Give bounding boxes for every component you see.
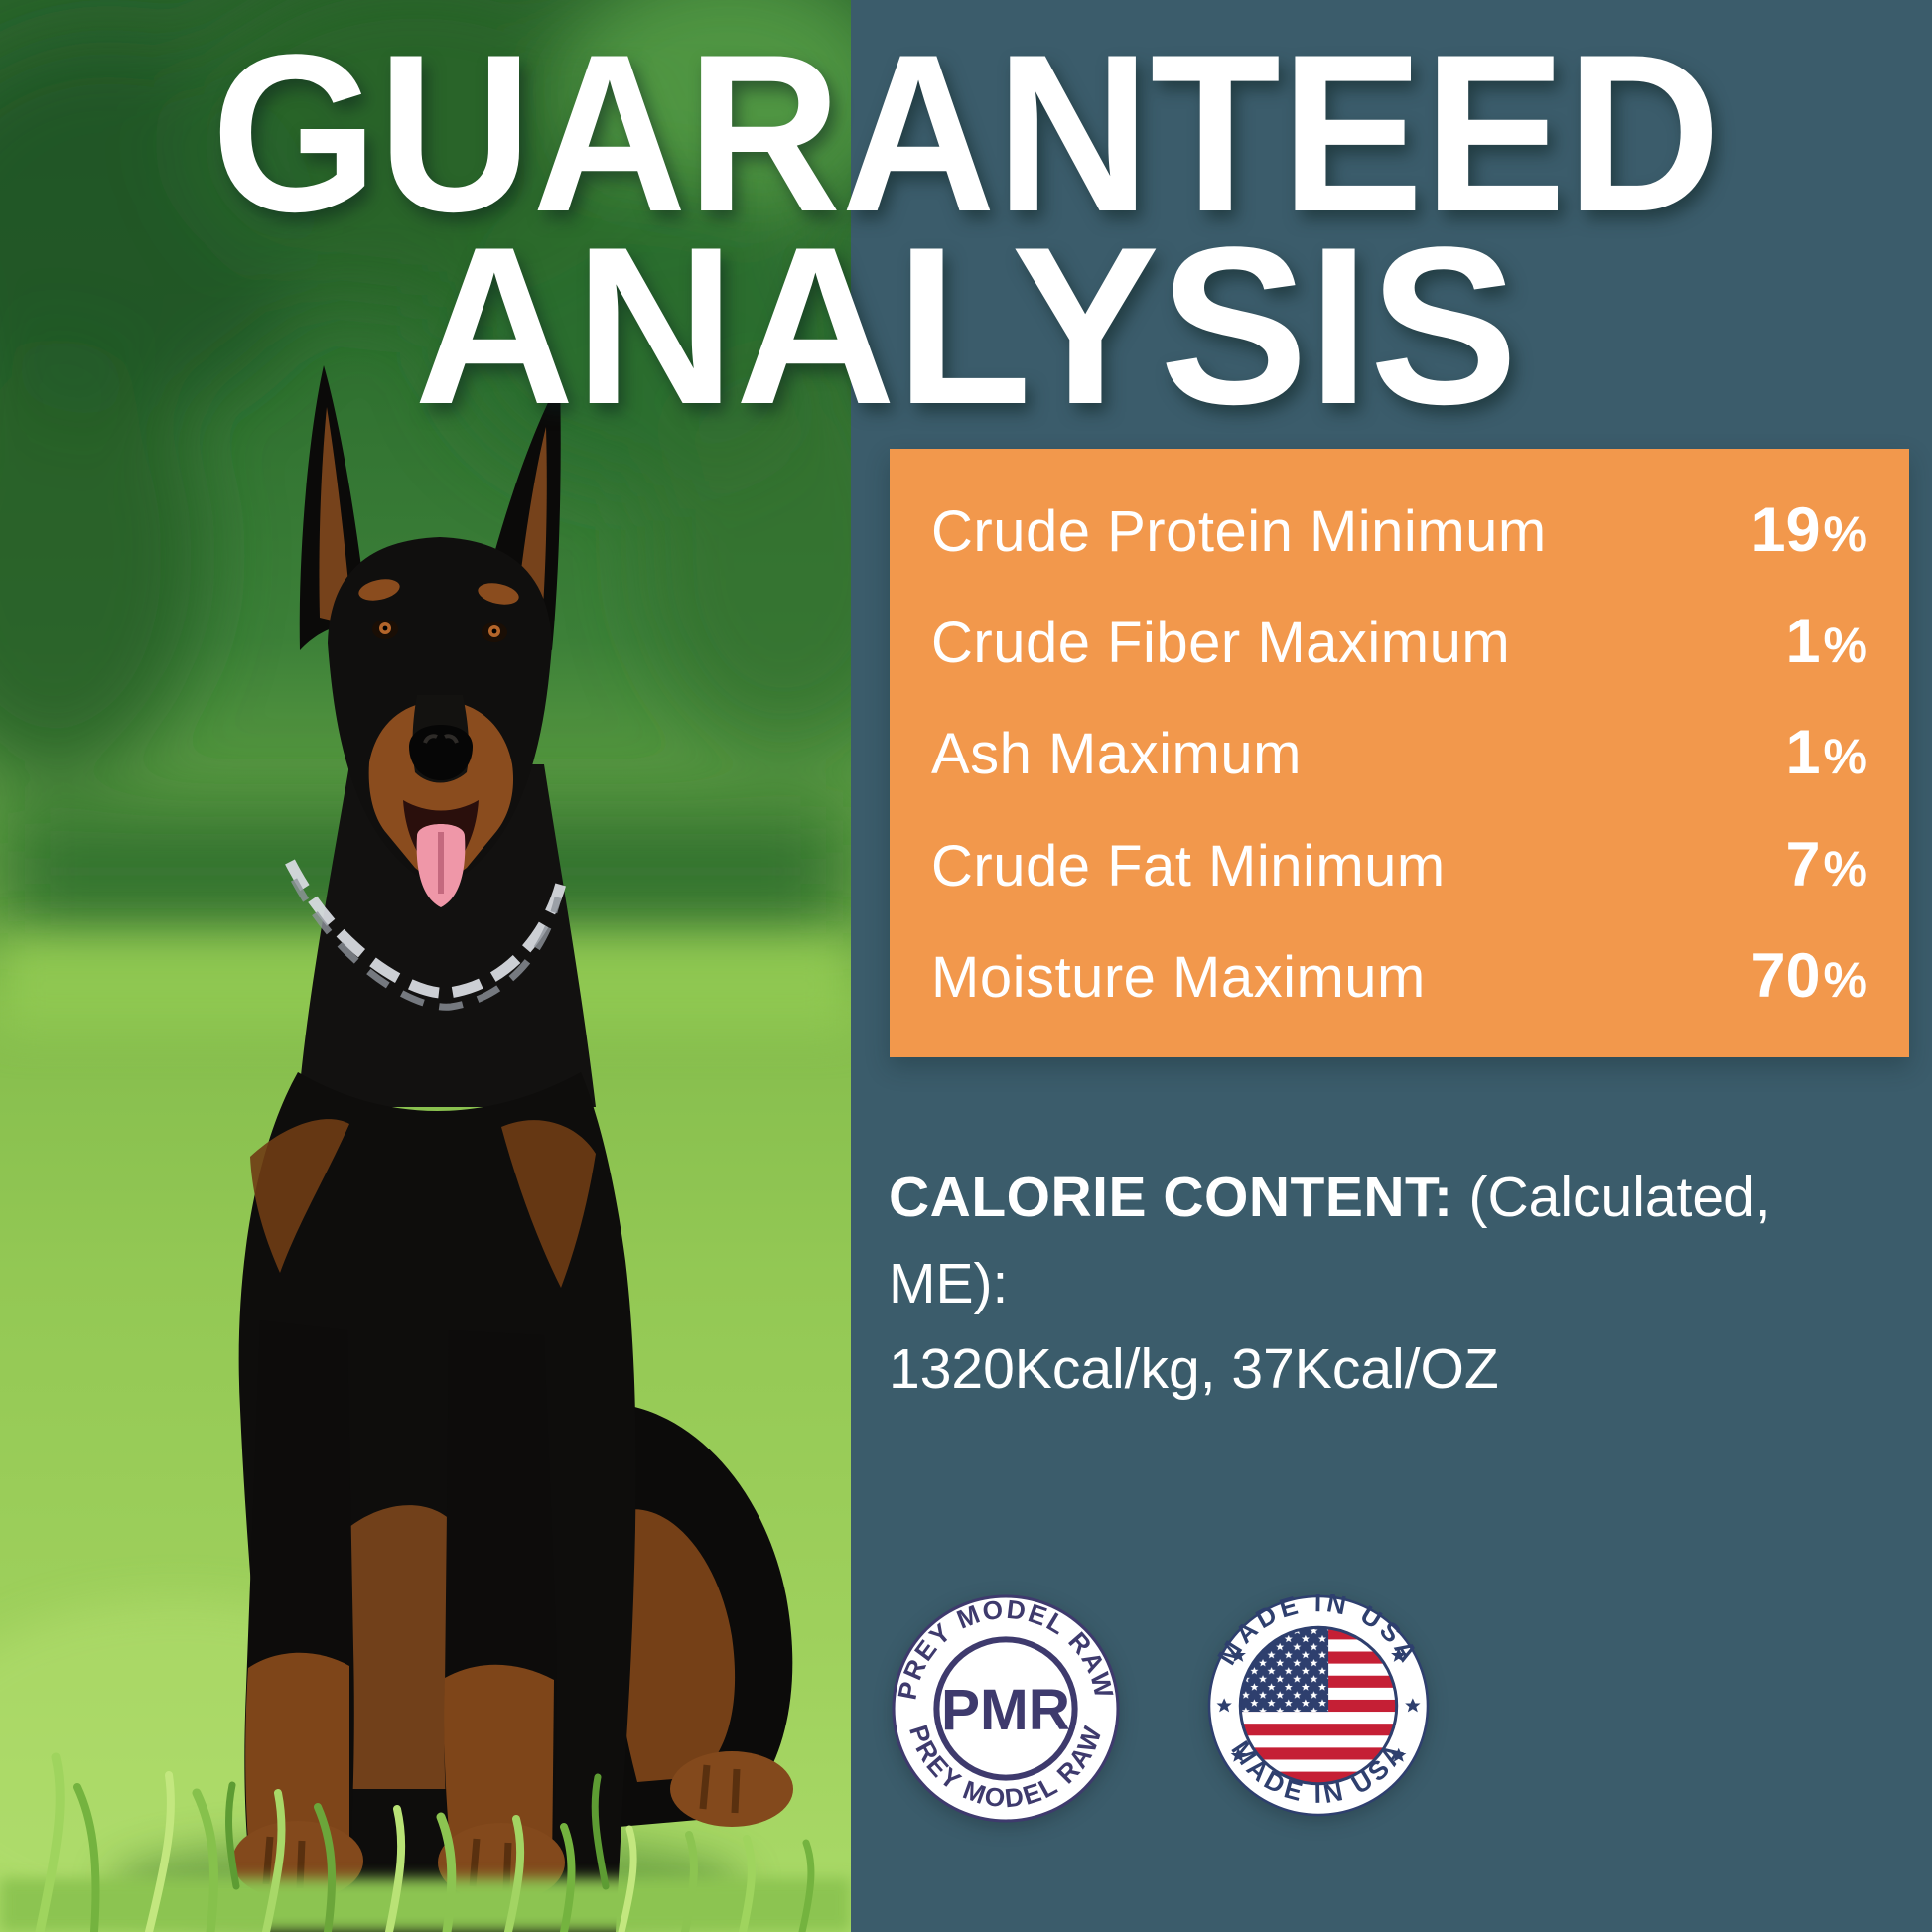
calorie-line-2: 1320Kcal/kg, 37Kcal/OZ	[889, 1337, 1499, 1402]
row-value: 1 %	[1785, 717, 1867, 788]
prey-model-raw-icon: PREY MODEL RAW PREY MODEL RAW PMR	[892, 1594, 1120, 1823]
row-value-number: 70	[1750, 940, 1821, 1011]
table-row: Crude Fiber Maximum 1 %	[931, 606, 1867, 677]
blurred-trees	[0, 0, 851, 933]
row-label: Crude Protein Minimum	[931, 499, 1547, 565]
calorie-heading: CALORIE CONTENT:	[889, 1166, 1453, 1229]
row-value: 19 %	[1750, 494, 1867, 566]
table-row: Crude Fat Minimum 7 %	[931, 829, 1867, 900]
guaranteed-analysis-table: Crude Protein Minimum 19 % Crude Fiber M…	[890, 449, 1909, 1057]
title-text: GUARANTEED ANALYSIS	[211, 7, 1721, 451]
row-label: Moisture Maximum	[931, 944, 1426, 1010]
row-value-unit: %	[1823, 618, 1867, 674]
row-label: Ash Maximum	[931, 722, 1302, 787]
title-line-1: GUARANTEED	[211, 16, 1721, 258]
calorie-content-block: CALORIE CONTENT: (Calculated, ME): 1320Kc…	[889, 1155, 1842, 1413]
row-value-unit: %	[1823, 506, 1867, 563]
row-value-unit: %	[1823, 951, 1867, 1008]
foreground-grass	[0, 1752, 851, 1932]
row-value: 70 %	[1750, 940, 1867, 1012]
page-title: GUARANTEED ANALYSIS	[0, 7, 1932, 451]
calorie-note: (Calculated, ME):	[889, 1166, 1771, 1315]
pmr-badge: PREY MODEL RAW PREY MODEL RAW PMR	[891, 1593, 1121, 1824]
table-row: Ash Maximum 1 %	[931, 717, 1867, 788]
title-line-2: ANALYSIS	[414, 200, 1518, 443]
row-value: 1 %	[1785, 606, 1867, 677]
pmr-center-text: PMR	[941, 1678, 1070, 1742]
row-label: Crude Fiber Maximum	[931, 611, 1511, 676]
us-flag-icon: MADE IN USA MADE IN USA	[1207, 1587, 1430, 1817]
calorie-line-1: CALORIE CONTENT: (Calculated, ME):	[889, 1155, 1842, 1326]
row-value: 7 %	[1785, 829, 1867, 900]
made-in-usa-badge: MADE IN USA MADE IN USA	[1207, 1587, 1430, 1817]
row-value-number: 19	[1750, 495, 1821, 566]
table-row: Moisture Maximum 70 %	[931, 940, 1867, 1012]
row-value-unit: %	[1823, 729, 1867, 785]
dog-photo-illustration	[0, 0, 851, 1932]
row-value-unit: %	[1823, 840, 1867, 897]
row-value-number: 7	[1785, 829, 1821, 899]
chain-collar	[285, 859, 568, 999]
dog-photo	[0, 0, 851, 1932]
row-value-number: 1	[1785, 607, 1821, 677]
table-row: Crude Protein Minimum 19 %	[931, 494, 1867, 566]
row-label: Crude Fat Minimum	[931, 833, 1446, 898]
row-value-number: 1	[1785, 718, 1821, 788]
